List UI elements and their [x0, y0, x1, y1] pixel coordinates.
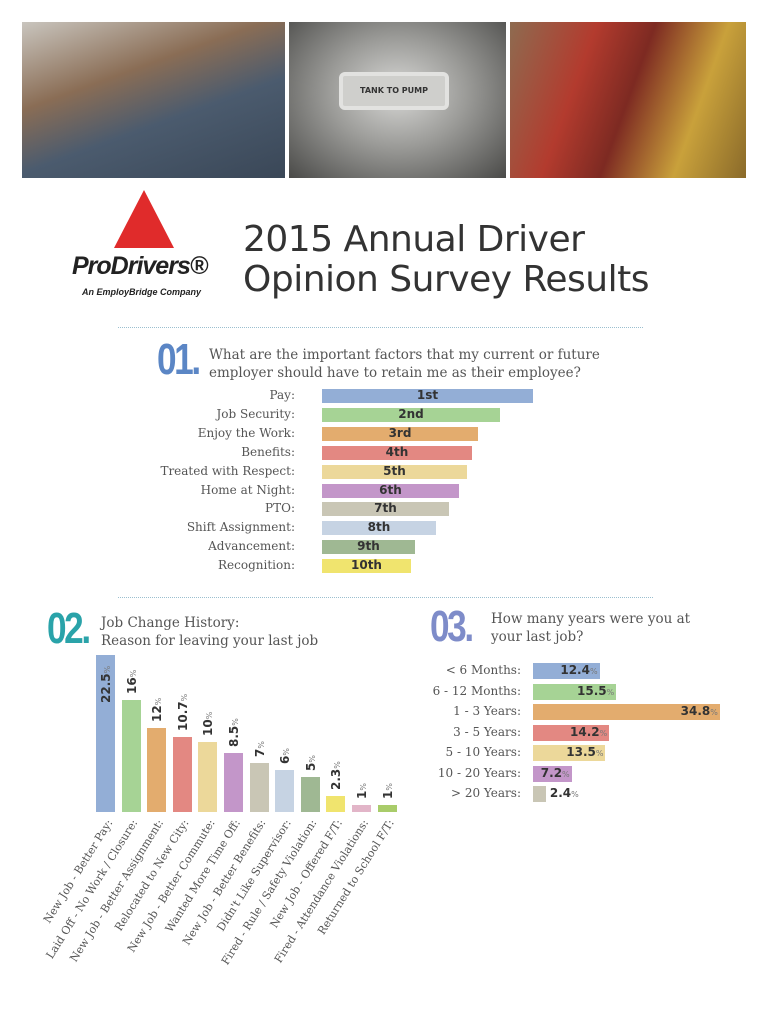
reason-value: 12% — [150, 697, 165, 722]
photo-worker — [510, 22, 746, 178]
factor-rank: 9th — [357, 539, 380, 554]
divider — [118, 327, 643, 328]
reason-value: 16% — [124, 669, 139, 694]
logo-name: ProDrivers® — [72, 252, 208, 280]
divider — [118, 597, 653, 598]
factor-bar — [322, 559, 411, 574]
reason-value: 8.5% — [227, 717, 241, 747]
reason-value: 5% — [303, 755, 318, 771]
section-number-3: 03. — [430, 602, 474, 651]
reason-value: 1% — [355, 783, 369, 799]
years-bar — [533, 765, 572, 782]
years-value: 14.2% — [570, 724, 608, 739]
years-value: 12.4% — [560, 663, 598, 677]
factor-label: Treated with Respect: — [160, 463, 295, 478]
years-label: 3 - 5 Years: — [453, 724, 521, 739]
question-2: Job Change History: Reason for leaving yo… — [101, 615, 319, 649]
years-bar — [533, 745, 606, 761]
years-value: 7.2% — [540, 765, 570, 780]
reason-value: 7% — [252, 741, 267, 757]
factor-label: PTO: — [265, 501, 295, 516]
photo-tank-switch: TANK TO PUMP — [289, 22, 506, 178]
prodrivers-logo: ProDrivers® An EmployBridge Company — [72, 190, 217, 302]
factor-rank: 4th — [385, 444, 409, 459]
reason-value: 10.7% — [175, 693, 190, 732]
factor-rank: 7th — [374, 501, 397, 516]
reason-bar — [249, 763, 269, 812]
factor-bar — [322, 483, 459, 498]
factor-bar — [322, 521, 436, 536]
reason-value: 1% — [380, 783, 395, 799]
logo-subtitle: An EmployBridge Company — [82, 287, 202, 297]
reason-value: 2.3% — [329, 761, 344, 790]
factor-bar — [322, 445, 472, 460]
years-label: 6 - 12 Months: — [432, 683, 521, 698]
factor-rank: 1st — [416, 388, 439, 402]
years-value: 15.5% — [577, 683, 615, 698]
years-label: 1 - 3 Years: — [453, 704, 521, 718]
question-3: How many years were you at your last job… — [491, 611, 691, 645]
reason-bar — [172, 737, 192, 812]
tank-to-pump-plate: TANK TO PUMP — [339, 72, 449, 110]
factor-label: Job Security: — [216, 406, 295, 421]
question-1: What are the important factors that my c… — [209, 347, 600, 381]
factor-rank: 8th — [367, 520, 391, 535]
years-bar — [533, 683, 617, 700]
reason-bar — [275, 770, 295, 812]
factor-label: Shift Assignment: — [186, 520, 295, 535]
years-label: > 20 Years: — [450, 786, 521, 800]
years-bar — [533, 786, 546, 802]
years-value: 2.4% — [549, 786, 579, 800]
reason-value: 10% — [201, 711, 216, 736]
reason-bar — [300, 777, 320, 812]
factor-bar — [322, 502, 449, 517]
factor-label: Home at Night: — [200, 482, 295, 497]
reason-bar — [96, 654, 115, 812]
factor-label: Advancement: — [208, 539, 295, 554]
reason-value: 22.5% — [99, 665, 113, 703]
factor-bar — [322, 540, 415, 555]
section-number-2: 02. — [47, 604, 91, 653]
reason-bar — [198, 742, 218, 812]
reason-bar — [147, 728, 167, 812]
section-number-1: 01. — [157, 335, 201, 384]
factor-bar — [322, 407, 500, 422]
factor-label: Benefits: — [241, 444, 295, 459]
logo-triangle-icon — [114, 190, 174, 248]
years-bar — [533, 724, 610, 741]
factor-label: Pay: — [269, 388, 295, 402]
years-label: 5 - 10 Years: — [445, 745, 521, 759]
years-value: 13.5% — [566, 745, 604, 759]
photo-drivers — [22, 22, 285, 178]
factor-bar — [322, 464, 467, 479]
factor-rank: 10th — [351, 558, 382, 573]
reason-bar — [224, 752, 243, 812]
reason-bar — [121, 700, 141, 812]
years-bar — [533, 704, 720, 720]
factor-label: Enjoy the Work: — [197, 425, 295, 440]
years-value: 34.8% — [680, 704, 718, 718]
reason-bar — [352, 805, 371, 812]
years-bar — [533, 663, 600, 679]
page-title: 2015 Annual Driver Opinion Survey Results — [243, 219, 649, 300]
factor-rank: 6th — [379, 482, 402, 497]
years-label: < 6 Months: — [445, 663, 521, 677]
reason-value: 6% — [278, 748, 293, 764]
factor-rank: 2nd — [398, 406, 424, 421]
reason-bar — [377, 805, 397, 812]
factor-rank: 3rd — [388, 425, 412, 440]
reason-bar — [326, 795, 346, 812]
factor-bar — [322, 389, 533, 403]
factor-label: Recognition: — [218, 558, 295, 573]
factor-bar — [322, 426, 478, 441]
factor-rank: 5th — [383, 463, 406, 478]
years-label: 10 - 20 Years: — [437, 765, 521, 780]
